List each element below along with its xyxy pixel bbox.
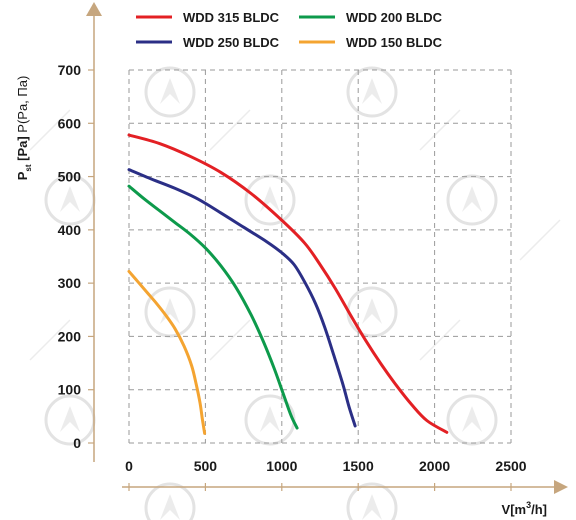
x-axis-title: V[m3/h] (502, 500, 547, 517)
y-tick-label: 0 (73, 435, 81, 451)
watermark-logo-icon (144, 286, 196, 338)
x-tick-label: 1500 (343, 458, 374, 474)
y-tick-label: 500 (58, 169, 82, 185)
watermark-stroke (519, 219, 561, 261)
watermark-stroke (419, 109, 461, 151)
y-tick-label: 700 (58, 62, 82, 78)
legend-item-wdd-150-bldc: WDD 150 BLDC (299, 35, 443, 50)
x-axis (122, 480, 568, 494)
x-tick-label: 500 (194, 458, 218, 474)
legend-item-wdd-200-bldc: WDD 200 BLDC (299, 10, 443, 25)
series-layer (127, 133, 449, 435)
watermark-logo-icon (346, 286, 398, 338)
x-tick-label: 2500 (495, 458, 526, 474)
watermark-logo-icon (446, 394, 498, 446)
x-tick-label: 2000 (419, 458, 450, 474)
watermark-logo-icon (346, 66, 398, 118)
watermark-stroke (29, 109, 71, 151)
y-tick-label: 400 (58, 222, 82, 238)
watermark-logos (29, 66, 561, 520)
legend-label: WDD 150 BLDC (346, 35, 443, 50)
watermark-stroke (209, 319, 251, 361)
watermark-logo-icon (446, 174, 498, 226)
grid (128, 69, 512, 444)
watermark-logo-icon (44, 394, 96, 446)
watermark-stroke (29, 319, 71, 361)
x-tick-label: 0 (125, 458, 133, 474)
tick-marks: 0 100 200 300 400 500 600 700 0 500 1000 1500 2000 25… (58, 62, 527, 491)
series-line-wdd-150-bldc (127, 269, 207, 435)
y-axis (86, 2, 102, 462)
watermark-stroke (209, 109, 251, 151)
watermark-logo-icon (144, 482, 196, 520)
series-line-wdd-315-bldc (127, 133, 449, 434)
y-tick-label: 600 (58, 115, 82, 131)
watermark-logo-icon (144, 66, 196, 118)
y-tick-label: 300 (58, 275, 82, 291)
legend-label: WDD 200 BLDC (346, 10, 443, 25)
series-line-wdd-250-bldc (127, 168, 357, 428)
y-axis-title: Pst [Pa] P(Pa, Па) (15, 76, 33, 181)
legend-item-wdd-315-bldc: WDD 315 BLDC (136, 10, 280, 25)
y-tick-label: 100 (58, 382, 82, 398)
y-tick-label: 200 (58, 328, 82, 344)
watermark-stroke (419, 319, 461, 361)
x-tick-label: 1000 (266, 458, 297, 474)
legend-item-wdd-250-bldc: WDD 250 BLDC (136, 35, 280, 50)
legend-label: WDD 250 BLDC (183, 35, 280, 50)
watermark-logo-icon (244, 174, 296, 226)
legend-label: WDD 315 BLDC (183, 10, 280, 25)
y-axis-arrow-icon (86, 2, 102, 16)
legend: WDD 315 BLDC WDD 200 BLDC WDD 250 BLDC WDD … (136, 10, 443, 50)
x-axis-arrow-icon (554, 480, 568, 494)
series-line-wdd-200-bldc (127, 184, 299, 430)
watermark-logo-icon (346, 482, 398, 520)
